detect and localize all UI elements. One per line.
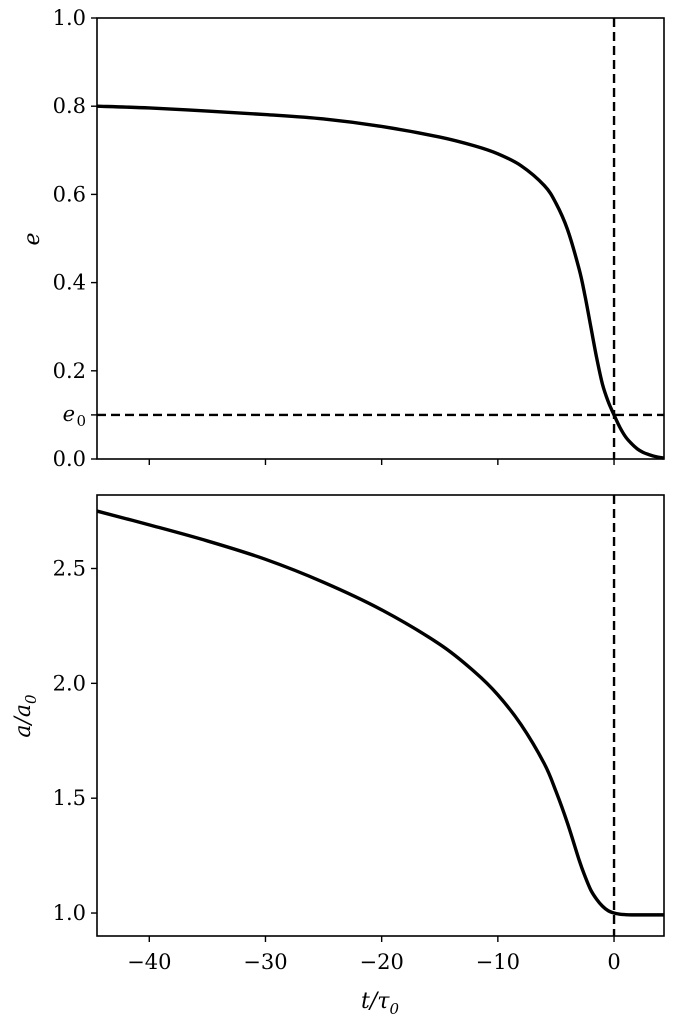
top-y-tick-label: 0.2	[53, 359, 86, 383]
top-y-tick-label-e0-subscript: 0	[76, 412, 86, 430]
bottom-y-tick-label: 2.0	[53, 671, 86, 695]
top-y-tick-label: 0.4	[53, 271, 86, 295]
top-x-ticks	[148, 459, 615, 465]
bottom-x-axis-label-subscript: 0	[389, 1000, 399, 1018]
bottom-y-axis-label-main: a/a	[11, 704, 36, 738]
bottom-y-ticks: 1.0 1.5 2.0 2.5	[53, 557, 97, 925]
bottom-x-tick-label: −40	[127, 950, 171, 974]
bottom-x-tick-label: −10	[476, 950, 520, 974]
bottom-x-axis-label: t/τ0	[361, 989, 399, 1018]
bottom-y-axis-label: a/a0	[11, 694, 40, 738]
bottom-y-tick-label: 1.0	[53, 901, 86, 925]
bottom-y-tick-label: 2.5	[53, 557, 86, 581]
top-reference-lines	[97, 18, 664, 459]
bottom-axes-frame	[96, 494, 665, 937]
top-y-tick-label: 0.8	[53, 94, 86, 118]
bottom-series	[97, 509, 664, 917]
bottom-x-tick-label: −30	[243, 950, 287, 974]
top-y-tick-label-e0: e	[63, 402, 75, 426]
bottom-x-ticks: −40 −30 −20 −10 0	[127, 936, 621, 974]
bottom-x-axis-label-main: t/τ	[361, 989, 390, 1014]
top-series-line	[97, 104, 664, 460]
top-y-tick-label: 0.6	[53, 182, 86, 206]
bottom-x-tick-label: 0	[607, 950, 620, 974]
top-y-tick-label: 0.0	[53, 447, 86, 471]
panel-bottom: 1.01.52.02.5 −40 −30 −20 −10 0 a/a0 t/τ0	[11, 494, 665, 1018]
bottom-y-tick-label: 1.5	[53, 786, 86, 810]
panel-top: 0.00.20.40.60.81.0e 0 e	[20, 6, 665, 471]
top-y-tick-label: 1.0	[53, 6, 86, 30]
top-axes-frame	[96, 17, 665, 460]
bottom-x-tick-label: −20	[359, 950, 403, 974]
bottom-series-line	[97, 509, 664, 917]
top-y-ticks: 0.0 0.2 0.4 0.6 0.8 1.0 e 0	[53, 6, 97, 471]
top-series	[97, 104, 664, 460]
top-y-axis-label: e	[20, 232, 45, 245]
bottom-y-axis-label-subscript: 0	[22, 694, 40, 704]
